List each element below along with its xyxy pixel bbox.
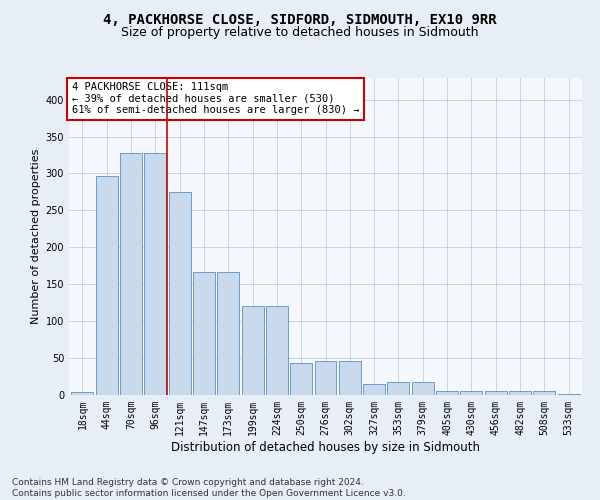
Text: 4 PACKHORSE CLOSE: 111sqm
← 39% of detached houses are smaller (530)
61% of semi: 4 PACKHORSE CLOSE: 111sqm ← 39% of detac… — [71, 82, 359, 116]
Bar — [290, 363, 312, 395]
Bar — [557, 394, 580, 395]
Bar — [266, 306, 288, 395]
Bar — [436, 392, 458, 395]
Bar — [71, 392, 94, 395]
Bar — [533, 392, 555, 395]
Bar — [145, 153, 166, 395]
Bar — [169, 192, 191, 395]
Bar — [96, 176, 118, 395]
Bar — [339, 361, 361, 395]
Bar — [412, 382, 434, 395]
Bar — [242, 306, 263, 395]
Bar — [314, 361, 337, 395]
Bar — [193, 272, 215, 395]
Text: Size of property relative to detached houses in Sidmouth: Size of property relative to detached ho… — [121, 26, 479, 39]
Y-axis label: Number of detached properties: Number of detached properties — [31, 148, 41, 324]
Bar — [120, 153, 142, 395]
Text: Contains HM Land Registry data © Crown copyright and database right 2024.
Contai: Contains HM Land Registry data © Crown c… — [12, 478, 406, 498]
X-axis label: Distribution of detached houses by size in Sidmouth: Distribution of detached houses by size … — [171, 440, 480, 454]
Bar — [509, 390, 531, 395]
Bar — [460, 392, 482, 395]
Bar — [485, 390, 506, 395]
Bar — [388, 382, 409, 395]
Text: 4, PACKHORSE CLOSE, SIDFORD, SIDMOUTH, EX10 9RR: 4, PACKHORSE CLOSE, SIDFORD, SIDMOUTH, E… — [103, 12, 497, 26]
Bar — [217, 272, 239, 395]
Bar — [363, 384, 385, 395]
